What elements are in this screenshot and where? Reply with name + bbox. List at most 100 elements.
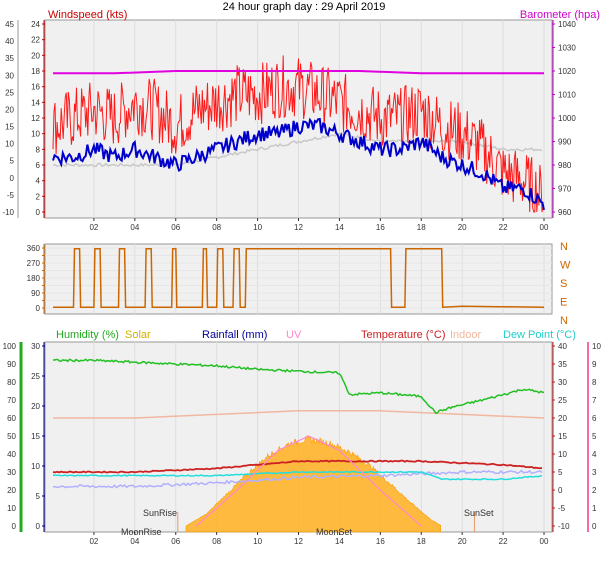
y-tick-label: 360 (27, 244, 41, 253)
moonset-label: MoonSet (316, 527, 353, 537)
direction-series (53, 248, 545, 308)
solar-label: Solar (125, 329, 151, 341)
y-tick-label: 4 (592, 450, 597, 459)
y-tick-label: 0 (558, 486, 563, 495)
x-tick-label: 04 (130, 537, 139, 546)
temp-series (52, 358, 545, 533)
x-tick-label: 18 (417, 223, 426, 232)
y-tick-label: 980 (558, 161, 572, 170)
barometer-y-axis: 960 970 980 990 1000 1010 1020 1030 1040 (552, 20, 576, 218)
y-tick-label: 5 (10, 157, 15, 166)
y-tick-label: 5 (592, 432, 597, 441)
y-tick-label: 8 (592, 378, 597, 387)
graph-title: 24 hour graph day : 29 April 2019 (223, 1, 386, 13)
moonrise-label: MoonRise (121, 527, 162, 537)
x-tick-label: 06 (171, 223, 180, 232)
y-tick-label: 15 (5, 123, 14, 132)
x-axis-temp: 02 04 06 08 10 12 14 16 18 20 22 00 (89, 532, 549, 546)
y-tick-label: 5 (36, 492, 41, 501)
y-tick-label: 90 (7, 360, 16, 369)
y-tick-label: 25 (558, 396, 567, 405)
y-tick-label: 10 (592, 342, 601, 351)
y-tick-label: 35 (5, 54, 14, 63)
y-tick-label: 1010 (558, 91, 576, 100)
y-tick-label: 4 (36, 177, 41, 186)
lavender-line (52, 469, 543, 489)
x-tick-label: 00 (540, 537, 549, 546)
temperature-label: Temperature (°C) (361, 329, 445, 341)
y-tick-label: 7 (592, 396, 597, 405)
y-tick-label: 20 (7, 486, 16, 495)
y-tick-label: 24 (31, 20, 40, 29)
y-tick-label: 270 (27, 259, 41, 268)
y-tick-label: 1020 (558, 67, 576, 76)
compass-s-label: S (560, 278, 567, 290)
y-tick-label: 10 (31, 130, 40, 139)
y-tick-label: 6 (592, 414, 597, 423)
x-tick-label: 22 (499, 537, 508, 546)
uv-label: UV (286, 329, 302, 341)
wind-series (52, 55, 545, 213)
y-tick-label: 15 (558, 432, 567, 441)
compass-w-label: W (560, 260, 571, 272)
y-tick-label: 14 (31, 98, 40, 107)
barometer-line (53, 70, 544, 75)
y-tick-label: 40 (7, 450, 16, 459)
x-axis-wind: 02 04 06 08 10 12 14 16 18 20 22 00 (89, 218, 549, 232)
y-tick-label: 90 (31, 289, 40, 298)
x-tick-label: 12 (294, 537, 303, 546)
sunrise-label: SunRise (143, 508, 177, 518)
y-tick-label: 8 (36, 145, 41, 154)
barometer-label: Barometer (hpa) (520, 9, 600, 21)
wind-grid (93, 20, 545, 218)
y-tick-label: 15 (31, 432, 40, 441)
temperature-y-axis: -10 -5 0 5 10 15 20 25 30 35 40 (552, 342, 570, 532)
x-tick-label: 00 (540, 223, 549, 232)
humidity-line (52, 358, 545, 415)
y-tick-label: 1030 (558, 44, 576, 53)
direction-grid (45, 244, 552, 314)
y-tick-label: 30 (5, 71, 14, 80)
y-tick-label: 35 (558, 360, 567, 369)
y-tick-label: 3 (592, 468, 597, 477)
humidity-y-axis: 0 10 20 30 40 50 60 70 80 90 100 (3, 342, 23, 532)
sunset-label: SunSet (464, 508, 494, 518)
x-tick-label: 20 (458, 537, 467, 546)
compass-e-label: E (560, 297, 567, 309)
y-tick-label: 9 (592, 360, 597, 369)
uv-line (195, 435, 422, 527)
direction-y-axis: 0 90 180 270 360 (27, 244, 45, 314)
y-tick-label: 1 (592, 504, 597, 513)
y-tick-label: 1040 (558, 20, 576, 29)
y-tick-label: 25 (31, 372, 40, 381)
x-tick-label: 18 (417, 537, 426, 546)
y-tick-label: 45 (5, 20, 14, 29)
wind-gust-line (52, 55, 544, 213)
x-tick-label: 02 (89, 223, 98, 232)
y-tick-label: 2 (36, 192, 41, 201)
x-tick-label: 10 (253, 223, 262, 232)
y-tick-label: 20 (31, 51, 40, 60)
wind-direction-line (53, 248, 545, 308)
y-tick-label: 50 (7, 432, 16, 441)
y-tick-label: 100 (3, 342, 17, 351)
x-tick-label: 20 (458, 223, 467, 232)
y-tick-label: 25 (5, 88, 14, 97)
x-tick-label: 14 (335, 537, 344, 546)
y-tick-label: 5 (558, 468, 563, 477)
y-tick-label: -10 (558, 522, 570, 531)
y-tick-label: 22 (31, 36, 40, 45)
windspeed-label: Windspeed (kts) (48, 9, 127, 21)
indoor-line (53, 410, 545, 419)
y-tick-label: 0 (12, 522, 17, 531)
x-tick-label: 12 (294, 223, 303, 232)
y-tick-label: 960 (558, 208, 572, 217)
uv-y-axis: 0 1 2 3 4 5 6 7 8 9 10 (587, 342, 601, 532)
x-tick-label: 02 (89, 537, 98, 546)
y-tick-label: 60 (7, 414, 16, 423)
y-tick-label: 20 (5, 105, 14, 114)
wind-avg-line (52, 117, 545, 211)
